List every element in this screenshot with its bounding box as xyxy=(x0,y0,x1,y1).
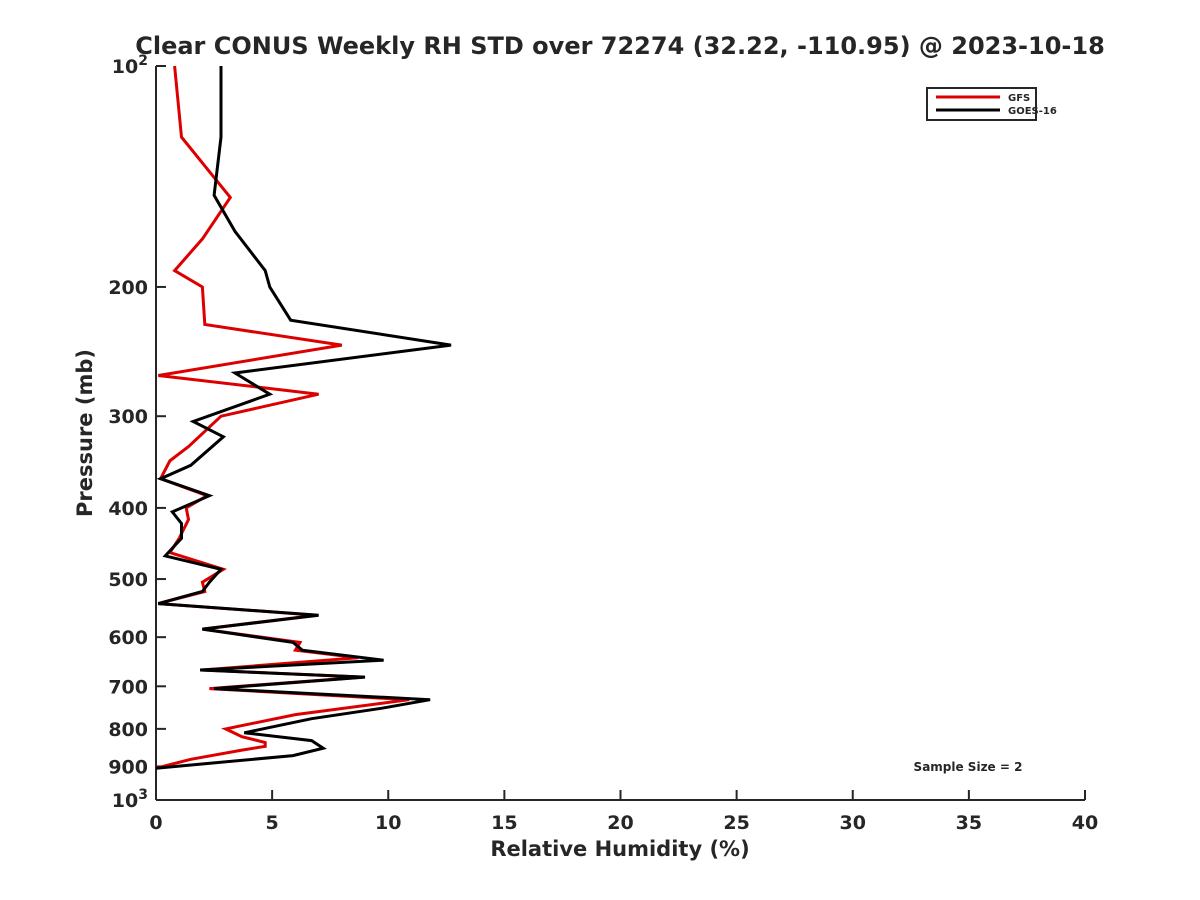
legend: GFS GOES-16 xyxy=(926,87,1057,121)
y-axis-ticks: 102 200 300 400 500 600 700 800 900 103 xyxy=(108,53,166,812)
y-tick-label: 400 xyxy=(108,498,148,520)
legend-label-goes-16: GOES-16 xyxy=(1008,106,1057,117)
y-tick-label: 102 xyxy=(112,53,148,78)
y-tick-label: 500 xyxy=(108,569,148,591)
y-tick-label: 300 xyxy=(108,406,148,428)
plot-area xyxy=(155,66,1085,801)
x-tick-label: 0 xyxy=(149,812,162,834)
x-axis-ticks: 0 5 10 15 20 25 30 35 40 xyxy=(149,790,1098,834)
x-tick-label: 35 xyxy=(956,812,982,834)
sample-size-annotation: Sample Size = 2 xyxy=(914,760,1023,774)
series-layer xyxy=(155,65,452,770)
y-tick-label: 103 xyxy=(112,787,148,812)
legend-label-gfs: GFS xyxy=(1008,93,1030,104)
y-axis-label: Pressure (mb) xyxy=(73,349,97,517)
series-line-gfs xyxy=(155,65,410,770)
series-line-goes-16 xyxy=(155,66,452,770)
chart-title: Clear CONUS Weekly RH STD over 72274 (32… xyxy=(135,32,1105,60)
x-tick-label: 40 xyxy=(1072,812,1098,834)
x-tick-label: 5 xyxy=(266,812,279,834)
y-tick-label: 800 xyxy=(108,719,148,741)
x-tick-label: 30 xyxy=(840,812,866,834)
x-axis-label: Relative Humidity (%) xyxy=(490,837,749,861)
legend-box xyxy=(926,87,1037,121)
y-tick-label: 600 xyxy=(108,627,148,649)
y-tick-label: 700 xyxy=(108,676,148,698)
y-tick-label: 900 xyxy=(108,756,148,778)
x-tick-label: 15 xyxy=(491,812,517,834)
x-tick-label: 10 xyxy=(375,812,401,834)
y-tick-label: 200 xyxy=(108,277,148,299)
x-tick-label: 25 xyxy=(723,812,749,834)
x-tick-label: 20 xyxy=(607,812,633,834)
